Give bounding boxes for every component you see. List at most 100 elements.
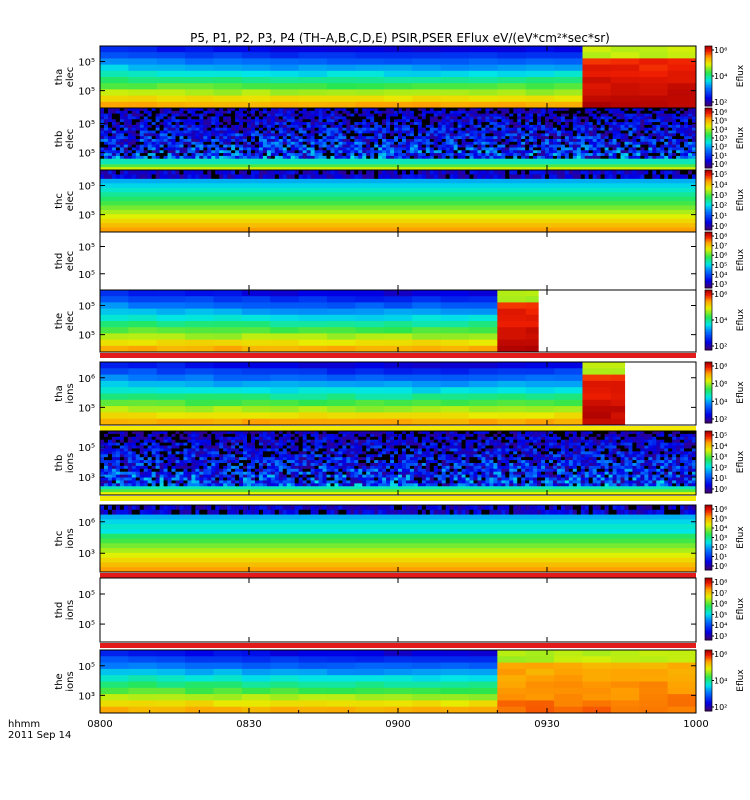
heatmap-cell: [187, 155, 192, 160]
heatmap-cell: [207, 161, 212, 165]
heatmap-cell: [644, 122, 649, 126]
heatmap-band: [100, 205, 696, 211]
colorbar-step: [705, 232, 712, 234]
heatmap-cell: [656, 167, 661, 170]
heatmap-cell: [159, 174, 165, 180]
heatmap-cell: [564, 170, 570, 175]
heatmap-cell: [473, 130, 478, 134]
heatmap-cell: [668, 113, 673, 117]
heatmap-cell: [521, 130, 526, 134]
heatmap-cell: [266, 155, 272, 160]
heatmap-cell: [241, 101, 271, 108]
heatmap-cell: [294, 141, 300, 146]
heatmap-cell: [580, 122, 586, 126]
heatmap-cell: [100, 387, 129, 395]
heatmap-cell: [529, 150, 534, 154]
heatmap-cell: [497, 144, 502, 148]
heatmap-cell: [254, 130, 260, 134]
heatmap-cell: [425, 431, 431, 435]
heatmap-cell: [282, 153, 288, 157]
heatmap-cell: [620, 431, 625, 435]
heatmap-cell: [394, 136, 399, 140]
heatmap-cell: [231, 436, 236, 441]
heatmap-cell: [115, 174, 121, 180]
heatmap-cell: [306, 436, 312, 441]
heatmap-cell: [254, 139, 260, 143]
heatmap-cell: [183, 161, 188, 165]
heatmap-cell: [179, 170, 184, 175]
heatmap-cell: [437, 155, 443, 160]
heatmap-cell: [254, 164, 260, 168]
heatmap-cell: [100, 89, 129, 97]
heatmap-cell: [247, 113, 252, 117]
heatmap-cell: [107, 155, 113, 160]
heatmap-cell: [156, 327, 186, 334]
heatmap-cell: [211, 133, 216, 137]
heatmap-cell: [684, 124, 689, 129]
heatmap-cell: [588, 108, 594, 112]
heatmap-cell: [254, 122, 260, 126]
heatmap-cell: [469, 144, 474, 148]
colorbar-step: [705, 148, 712, 151]
heatmap-cell: [195, 130, 200, 134]
heatmap-cell: [644, 141, 649, 146]
heatmap-cell: [215, 113, 220, 117]
heatmap-cell: [290, 174, 296, 180]
heatmap-cell: [155, 167, 161, 170]
heatmap-cell: [362, 133, 367, 137]
heatmap-cell: [175, 127, 180, 132]
heatmap-cell: [163, 108, 169, 112]
colorbar-step: [705, 300, 712, 303]
heatmap-cell: [298, 412, 328, 420]
heatmap-cell: [383, 412, 413, 420]
heatmap-cell: [290, 136, 296, 140]
heatmap-cell: [639, 77, 669, 84]
heatmap-cell: [390, 124, 395, 129]
heatmap-cell: [147, 113, 153, 117]
heatmap-cell: [274, 130, 280, 134]
heatmap-cell: [247, 144, 252, 148]
heatmap-cell: [326, 139, 331, 143]
heatmap-cell: [580, 136, 586, 140]
heatmap-cell: [639, 83, 669, 90]
heatmap-cell: [497, 153, 502, 157]
heatmap-cell: [215, 150, 220, 154]
heatmap-cell: [167, 164, 173, 168]
heatmap-cell: [425, 150, 431, 154]
heatmap-cell: [437, 147, 443, 151]
heatmap-cell: [576, 133, 582, 137]
heatmap-cell: [243, 113, 248, 117]
heatmap-cell: [298, 380, 328, 388]
heatmap-cell: [648, 124, 653, 129]
heatmap-cell: [437, 150, 443, 154]
heatmap-cell: [223, 122, 228, 126]
heatmap-cell: [213, 333, 243, 341]
heatmap-cell: [227, 174, 232, 180]
heatmap-cell: [306, 170, 312, 175]
heatmap-cell: [330, 141, 335, 146]
heatmap-cell: [266, 122, 272, 126]
heatmap-cell: [294, 155, 300, 160]
heatmap-cell: [664, 153, 669, 157]
heatmap-cell: [294, 433, 300, 438]
heatmap-cell: [318, 108, 324, 112]
heatmap-cell: [390, 147, 395, 151]
heatmap-cell: [386, 108, 391, 112]
heatmap-cell: [640, 174, 645, 180]
heatmap-cell: [286, 124, 292, 129]
heatmap-cell: [119, 147, 125, 151]
heatmap-cell: [326, 133, 331, 137]
heatmap-cell: [270, 333, 300, 341]
heatmap-cell: [644, 144, 649, 148]
heatmap-cell: [624, 113, 629, 117]
heatmap-cell: [461, 113, 467, 117]
heatmap-cell: [537, 141, 542, 146]
heatmap-cell: [286, 144, 292, 148]
heatmap-cell: [298, 374, 328, 382]
heatmap-cell: [497, 345, 527, 352]
heatmap-cell: [568, 122, 574, 126]
heatmap-cell: [572, 113, 578, 117]
heatmap-cell: [576, 144, 582, 148]
heatmap-cell: [580, 116, 586, 120]
heatmap-cell: [394, 174, 399, 180]
